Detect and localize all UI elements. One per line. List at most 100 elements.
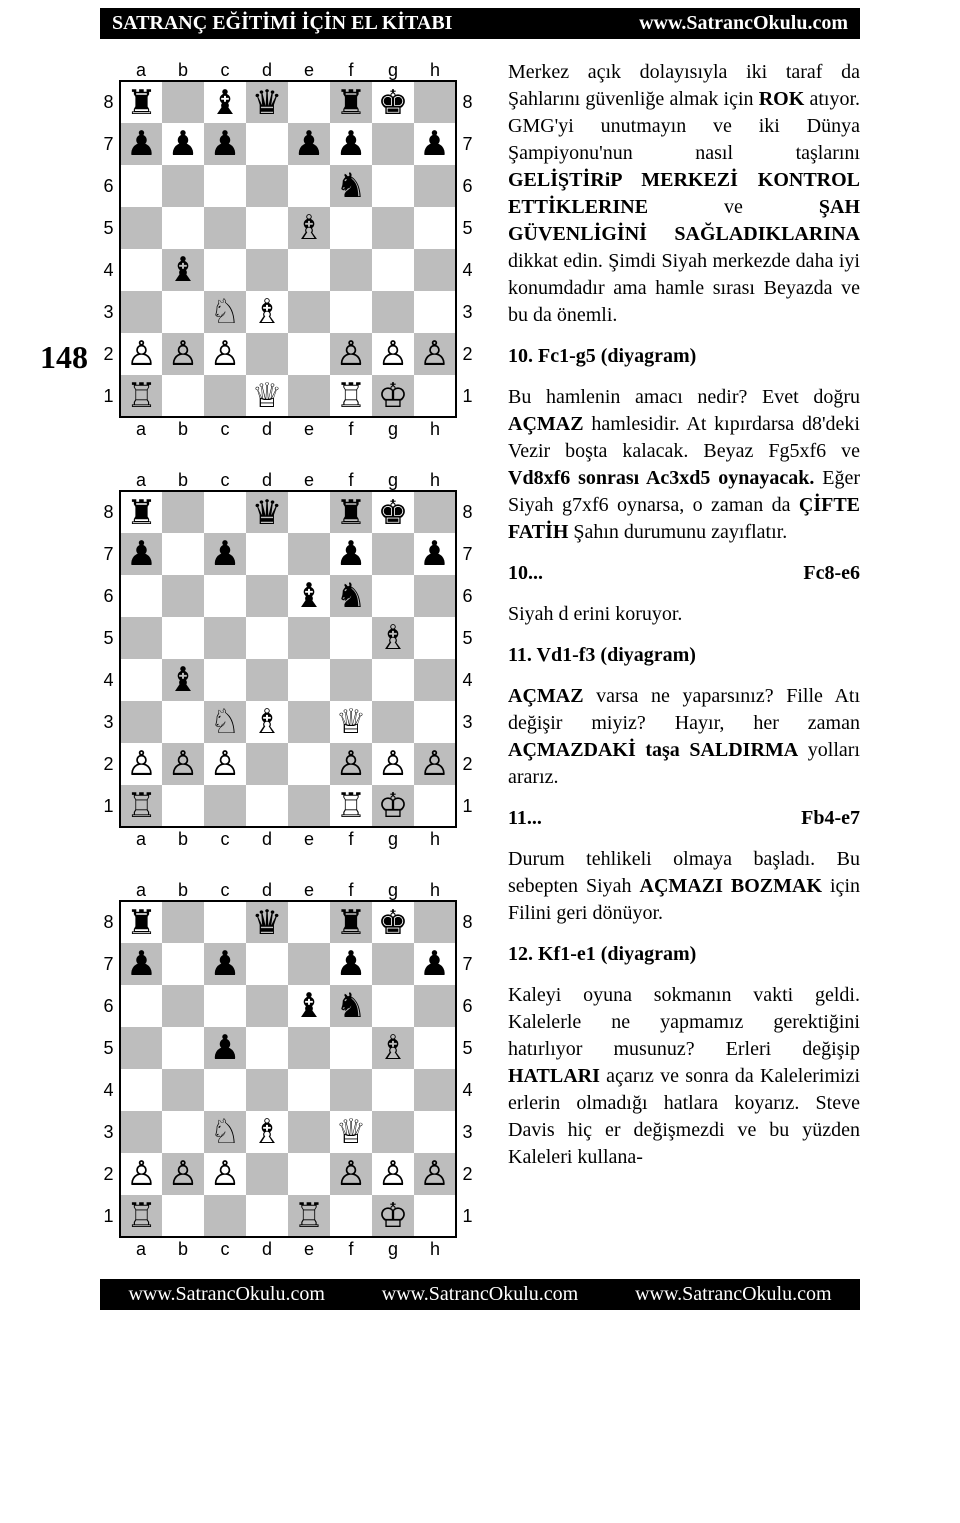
chess-square (414, 81, 456, 123)
rank-label: 3 (98, 1111, 120, 1153)
chess-square: ♗ (372, 617, 414, 659)
text: Kaleyi oyuna sokmanın vakti geldi. Kalel… (508, 984, 860, 1060)
rank-label: 4 (456, 1069, 478, 1111)
chess-square (288, 1069, 330, 1111)
file-label: h (414, 879, 456, 901)
file-label: f (330, 417, 372, 439)
chess-square (414, 575, 456, 617)
chess-square (162, 1195, 204, 1237)
text-bold: Vd8xf6 sonrası Ac3xd5 oynayacak. (508, 467, 814, 489)
file-label: c (204, 1237, 246, 1259)
file-label: e (288, 417, 330, 439)
chess-square: ♘ (204, 1111, 246, 1153)
chess-square: ♝ (204, 81, 246, 123)
chess-square: ♟ (414, 943, 456, 985)
chess-square: ♘ (204, 701, 246, 743)
file-label: c (204, 417, 246, 439)
chess-square (414, 1195, 456, 1237)
text: ve (648, 196, 819, 218)
rank-label: 7 (98, 943, 120, 985)
chess-square: ♟ (162, 123, 204, 165)
chess-square: ♗ (246, 291, 288, 333)
chess-square (204, 375, 246, 417)
chess-square: ♟ (204, 943, 246, 985)
file-label: a (120, 827, 162, 849)
text: Şahın durumunu zayıflatır. (568, 521, 787, 543)
chess-square: ♙ (414, 333, 456, 375)
chess-square (330, 617, 372, 659)
chess-square: ♔ (372, 1195, 414, 1237)
chess-square (162, 375, 204, 417)
text: dikkat edin. Şimdi Siyah merkezde daha i… (508, 250, 860, 326)
file-label: h (414, 59, 456, 81)
chess-square: ♙ (330, 333, 372, 375)
chess-square (162, 575, 204, 617)
chess-square (372, 985, 414, 1027)
chess-square (288, 1153, 330, 1195)
rank-label: 3 (456, 1111, 478, 1153)
rank-label: 3 (456, 291, 478, 333)
chess-square (372, 659, 414, 701)
chess-square: ♟ (204, 1027, 246, 1069)
rank-label: 2 (456, 333, 478, 375)
chess-square (162, 1027, 204, 1069)
rank-label: 6 (98, 575, 120, 617)
chess-square (372, 1111, 414, 1153)
chess-square (414, 659, 456, 701)
chess-square: ♟ (120, 533, 162, 575)
chess-square: ♛ (246, 901, 288, 943)
page-header: SATRANÇ EĞİTİMİ İÇİN EL KİTABI www.Satra… (100, 8, 860, 39)
page-footer: www.SatrancOkulu.com www.SatrancOkulu.co… (100, 1279, 860, 1310)
chess-square: ♟ (414, 533, 456, 575)
file-label: h (414, 1237, 456, 1259)
chess-square (372, 291, 414, 333)
rank-label: 5 (98, 617, 120, 659)
chess-square: ♜ (330, 491, 372, 533)
chess-square: ♙ (162, 1153, 204, 1195)
chess-square (120, 249, 162, 291)
file-label: b (162, 469, 204, 491)
chess-square: ♟ (414, 123, 456, 165)
file-label: g (372, 1237, 414, 1259)
chess-square: ♗ (246, 1111, 288, 1153)
chess-square: ♕ (246, 375, 288, 417)
rank-label: 1 (456, 1195, 478, 1237)
chess-square (288, 333, 330, 375)
file-label: c (204, 469, 246, 491)
chess-square: ♙ (120, 743, 162, 785)
chess-board: abcdefgh8♜♛♜♚87♟♟♟♟76♝♞65♟♗5443♘♗♕32♙♙♙♙… (98, 879, 478, 1259)
text: Bu hamlenin amacı nedir? Evet doğru (508, 386, 860, 408)
chess-square (372, 533, 414, 575)
chess-square (162, 701, 204, 743)
rank-label: 6 (456, 575, 478, 617)
chess-square (204, 491, 246, 533)
chess-square: ♖ (330, 785, 372, 827)
chess-square: ♟ (120, 123, 162, 165)
chess-square (162, 1069, 204, 1111)
footer-url: www.SatrancOkulu.com (635, 1283, 831, 1306)
file-label: b (162, 1237, 204, 1259)
rank-label: 2 (456, 1153, 478, 1195)
rank-label: 8 (456, 901, 478, 943)
chess-square (414, 165, 456, 207)
chess-square (162, 491, 204, 533)
chess-square: ♙ (414, 743, 456, 785)
chess-square: ♙ (372, 743, 414, 785)
chess-square (288, 743, 330, 785)
file-label: g (372, 827, 414, 849)
rank-label: 5 (98, 207, 120, 249)
chess-board: abcdefgh8♜♝♛♜♚87♟♟♟♟♟♟76♞65♗54♝43♘♗32♙♙♙… (98, 59, 478, 439)
chess-square (120, 575, 162, 617)
chess-square: ♙ (330, 743, 372, 785)
chess-square (288, 165, 330, 207)
file-label: g (372, 469, 414, 491)
move-line: 11... Fb4-e7 (508, 805, 860, 832)
chess-square (162, 291, 204, 333)
chess-square (288, 249, 330, 291)
paragraph: Kaleyi oyuna sokmanın vakti geldi. Kalel… (508, 982, 860, 1171)
file-label: d (246, 59, 288, 81)
chess-square (246, 249, 288, 291)
chess-square (204, 249, 246, 291)
rank-label: 1 (98, 1195, 120, 1237)
chess-square (288, 1027, 330, 1069)
